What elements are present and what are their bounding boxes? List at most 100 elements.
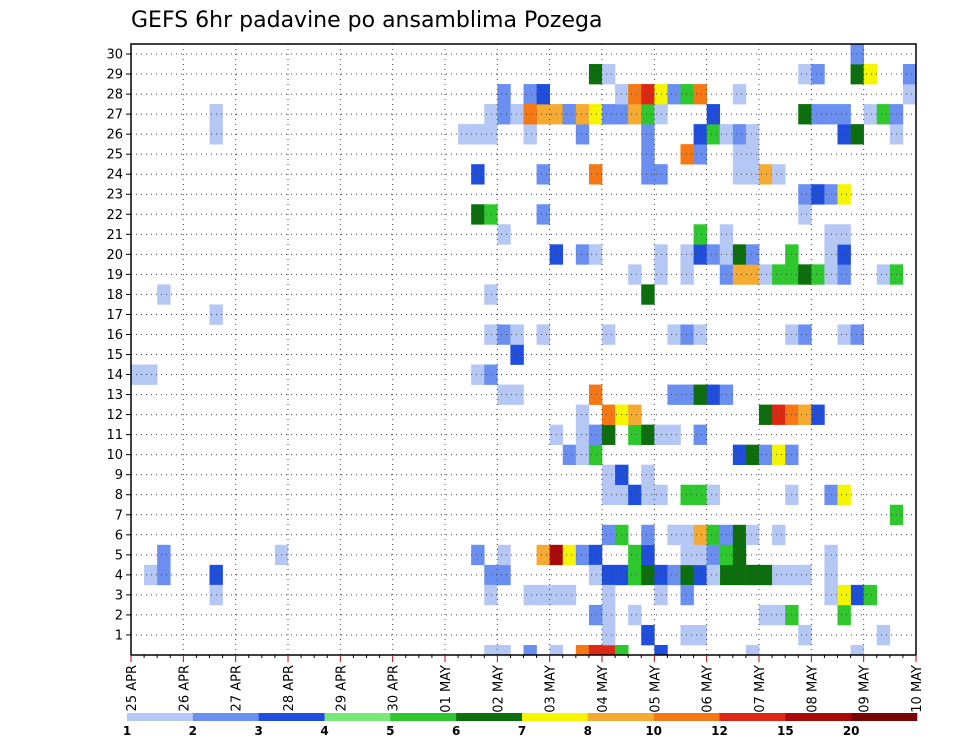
heatmap-cell — [732, 544, 747, 566]
heatmap-cell — [680, 324, 694, 345]
x-tick-label: 28 APR — [282, 665, 297, 711]
heatmap-cell — [680, 264, 694, 285]
y-tick-label: 13 — [106, 388, 123, 403]
y-tick-label: 25 — [106, 148, 123, 163]
chart-title: GEFS 6hr padavine po ansamblima Pozega — [131, 8, 602, 33]
x-tick-label: 10 MAY — [910, 665, 925, 713]
heatmap-cell — [680, 484, 694, 506]
heatmap-cell — [588, 164, 603, 185]
x-tick-label: 26 APR — [177, 665, 192, 711]
heatmap-cell — [641, 484, 655, 506]
heatmap-cell — [471, 124, 485, 145]
heatmap-cell — [863, 584, 878, 606]
y-tick-label: 7 — [115, 508, 123, 523]
heatmap-cell — [641, 544, 655, 566]
heatmap-cell — [602, 104, 616, 125]
heatmap-cell — [641, 144, 655, 165]
heatmap-cell — [693, 424, 707, 445]
x-tick-label: 01 MAY — [439, 665, 454, 713]
heatmap-cell — [575, 544, 590, 566]
colorbar-label: 15 — [777, 724, 794, 738]
heatmap-cell — [588, 244, 603, 265]
heatmap-cell — [157, 544, 171, 566]
heatmap-cell — [759, 564, 773, 586]
heatmap-cell — [811, 264, 825, 285]
heatmap-cell — [484, 364, 498, 385]
heatmap-cell — [536, 84, 550, 105]
heatmap-cell — [667, 524, 681, 546]
heatmap-cell — [602, 484, 616, 506]
y-tick-label: 8 — [115, 488, 123, 503]
y-tick-label: 11 — [106, 428, 123, 443]
heatmap-cell — [850, 124, 864, 145]
x-tick-label: 08 MAY — [805, 665, 820, 713]
heatmap-cell — [641, 164, 655, 185]
heatmap-cell — [536, 324, 550, 345]
heatmap-cell — [693, 564, 707, 586]
heatmap-cell — [588, 444, 603, 465]
colorbar-swatch — [127, 713, 194, 721]
heatmap-cell — [471, 544, 485, 566]
heatmap-cell — [602, 404, 616, 425]
heatmap-cell — [523, 584, 537, 606]
y-tick-label: 9 — [115, 468, 123, 483]
heatmap-cell — [157, 564, 171, 586]
heatmap-cell — [693, 484, 707, 506]
heatmap-cell — [680, 84, 694, 105]
colorbar-swatch — [324, 713, 391, 721]
y-tick-label: 27 — [106, 108, 123, 123]
heatmap-cell — [484, 324, 498, 345]
heatmap-cell — [641, 464, 655, 486]
colorbar-label: 6 — [452, 724, 460, 738]
heatmap-cell — [497, 224, 511, 245]
heatmap-cell — [759, 164, 773, 185]
heatmap-cell — [837, 484, 851, 506]
heatmap-cell — [680, 244, 694, 265]
x-tick-label: 30 APR — [387, 665, 402, 711]
heatmap-cell — [706, 564, 721, 586]
y-tick-label: 12 — [106, 408, 123, 423]
heatmap-cell — [562, 444, 577, 465]
heatmap-cell — [693, 544, 707, 566]
heatmap-cell — [575, 404, 590, 425]
heatmap-cell — [732, 244, 747, 265]
heatmap-cell — [641, 624, 655, 646]
y-tick-label: 22 — [106, 208, 123, 223]
heatmap-cell — [850, 44, 864, 65]
colorbar-swatch — [851, 713, 918, 721]
y-tick-label: 20 — [106, 248, 123, 263]
heatmap-cell — [628, 404, 642, 425]
colorbar-label: 10 — [645, 724, 662, 738]
heatmap-cell — [641, 124, 655, 145]
colorbar-label: 5 — [386, 724, 394, 738]
heatmap-cell — [458, 124, 472, 145]
colorbar-label: 4 — [320, 724, 328, 738]
heatmap-cell — [745, 524, 760, 546]
x-tick-label: 27 APR — [230, 665, 245, 711]
heatmap-cell — [798, 264, 812, 285]
x-tick-label: 03 MAY — [544, 665, 559, 713]
heatmap-cell — [772, 404, 786, 425]
heatmap-cell — [811, 184, 825, 205]
heatmap-cell — [588, 424, 603, 445]
heatmap-cell — [732, 124, 747, 145]
heatmap-cell — [772, 444, 786, 465]
heatmap-cell — [667, 324, 681, 345]
heatmap-cell — [484, 204, 498, 225]
heatmap-cell — [602, 464, 616, 486]
heatmap-cell — [693, 224, 707, 245]
heatmap-cell — [811, 64, 825, 85]
heatmap-cell — [772, 564, 786, 586]
heatmap-cell — [602, 604, 616, 626]
heatmap-cell — [693, 244, 707, 265]
colorbar-swatch — [522, 713, 589, 721]
heatmap-cell — [536, 204, 550, 225]
heatmap-cell — [510, 104, 524, 125]
y-tick-label: 5 — [115, 548, 123, 563]
heatmap-cell — [680, 144, 694, 165]
heatmap-cell — [902, 64, 917, 85]
heatmap-cell — [484, 644, 498, 656]
heatmap-cell — [745, 144, 760, 165]
x-tick-label: 29 APR — [334, 665, 349, 711]
y-tick-label: 30 — [106, 48, 123, 63]
